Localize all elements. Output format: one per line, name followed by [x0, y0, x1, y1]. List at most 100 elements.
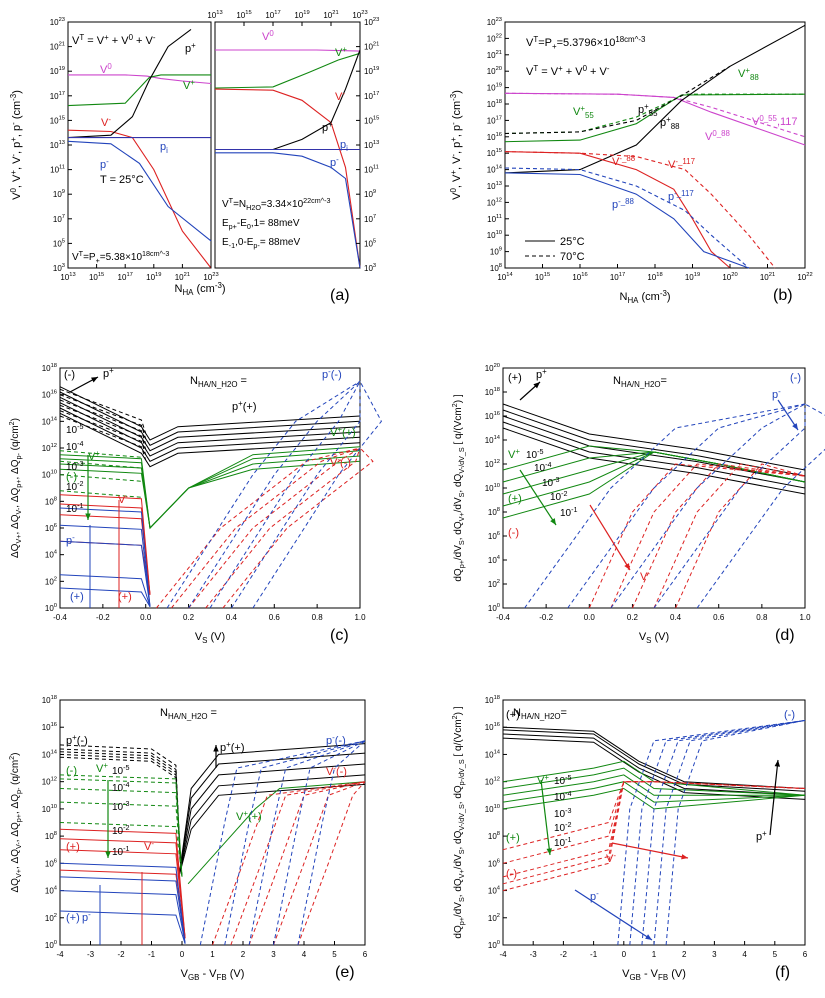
arrow-line: [589, 504, 631, 571]
x-tick-label: 0.0: [584, 613, 596, 622]
x-tick-label: 6: [363, 950, 368, 959]
arrow-head: [546, 848, 552, 855]
annotation: V+​: [537, 773, 549, 787]
y-tick-label: 1019​: [487, 83, 502, 93]
y-tick-label: 1017​: [487, 115, 502, 125]
x-tick-label: 1.0: [799, 613, 811, 622]
arrow-head: [91, 377, 98, 383]
x-tick-label: -3: [530, 950, 538, 959]
annotation: V0​: [262, 29, 274, 43]
y-tick-label: 1015​: [50, 115, 65, 125]
x-tick-label: 1.0: [354, 613, 366, 622]
p-minus-dashed: [252, 381, 382, 609]
p-plus-solid: [178, 783, 366, 878]
p-plus-solid: [502, 737, 806, 800]
ratio-label: 10-4​: [554, 789, 572, 803]
p-minus-solid: [59, 587, 151, 607]
x-tick-label: 1016​: [572, 272, 587, 282]
x-tick-label: 0.2: [627, 613, 639, 622]
y-tick-label: 1016​: [42, 390, 57, 400]
y-tick-label: 109​: [490, 247, 502, 257]
annotation: V0​: [100, 62, 112, 76]
x-tick-label: 1017​: [265, 10, 280, 20]
y-tick-label: 109​: [53, 189, 65, 199]
annotation: V-_88​: [612, 154, 636, 168]
p-minus-solid: [59, 876, 186, 944]
v-minus-dashed: [273, 781, 366, 946]
annotation: p+​: [756, 829, 767, 843]
y-tick-label: 1012​: [42, 777, 57, 787]
y-tick-label: 1021​: [487, 50, 502, 60]
v-plus-solid: [502, 787, 806, 810]
panel-e: -4 -3 -2 -1 0 1 2 3 4 5 6 100​ 102​ 104​ 106​ 108​ 1010​…: [7, 695, 368, 982]
arrow-head: [213, 745, 219, 752]
annotation: p+​: [322, 120, 333, 134]
arrow-head: [533, 382, 540, 389]
annotation: p-_88​: [612, 197, 635, 211]
arrow-head: [774, 760, 781, 767]
x-tick-label: 1013​: [207, 10, 222, 20]
arrow-head: [624, 563, 630, 570]
y-axis-label: V0​, V+​, V-​, p+​, p-​ (cm-3​): [9, 90, 23, 200]
y-tick-label: 106​: [488, 531, 500, 541]
x-tick-label: 1017​: [610, 272, 625, 282]
p-plus-dashed: [59, 751, 181, 864]
x-tick-label: -0.2: [96, 613, 110, 622]
v-plus-dashed: [59, 774, 183, 877]
y-tick-label: 1023​: [50, 17, 65, 27]
panel-label: (f): [775, 964, 790, 981]
ratio-header: NHA/N_H2O​ =: [160, 707, 217, 721]
y-tick-label: 104​: [488, 555, 501, 565]
v-plus-solid: [502, 767, 806, 796]
annotation: p+​: [536, 367, 547, 381]
v-minus-dashed: [188, 447, 361, 609]
panel-f: -4 -3 -2 -1 0 1 2 3 4 5 6 100​ 102​ 104​ 106​ 108​ 1010​…: [450, 695, 808, 982]
y-tick-label: 102​: [488, 579, 500, 589]
annotation: V0_55​,117: [752, 114, 798, 128]
annotation: p+​88​: [660, 115, 680, 131]
annotation: (-): [784, 709, 795, 721]
v-minus-dashed: [502, 781, 806, 851]
annotation: p+​: [103, 366, 114, 380]
x-tick-label: 4: [742, 950, 747, 959]
annotation: (+): [66, 841, 80, 853]
x-tick-label: -0.4: [496, 613, 510, 622]
arrow-head: [681, 854, 688, 860]
series-line-v-: [67, 129, 212, 269]
ratio-label: 10-1​: [112, 844, 130, 858]
ratio-label: 10-2​: [554, 820, 572, 834]
v-plus-dashed: [59, 822, 183, 877]
p-plus-solid: [178, 763, 366, 877]
y-tick-label: 1016​: [485, 722, 500, 732]
x-tick-label: 0.6: [269, 613, 281, 622]
annotation: pi​: [340, 139, 348, 153]
x-tick-label: 1020​: [722, 272, 737, 282]
y-tick-label: 1018​: [485, 695, 500, 705]
annotation: (-): [64, 369, 75, 381]
y-tick-label: 1022​: [487, 33, 502, 43]
v-minus-dashed: [502, 781, 806, 878]
annotation: p+​55​: [638, 102, 658, 118]
p-plus-solid: [178, 774, 366, 878]
series-line-v-25c: [504, 151, 731, 269]
y-tick-label: 1016​: [42, 722, 57, 732]
x-tick-label: 1018​: [647, 272, 662, 282]
y-tick-label: 108​: [488, 507, 500, 517]
p-plus-dashed: [59, 394, 147, 439]
p-plus-dashed: [59, 748, 181, 864]
annotation: pi​: [160, 141, 168, 155]
series-line-p-25c: [504, 172, 749, 269]
y-tick-label: 1018​: [42, 695, 57, 705]
p-plus-solid: [178, 752, 366, 877]
p-minus-dashed: [665, 719, 806, 946]
x-tick-label: 1021​: [323, 10, 338, 20]
p-minus-dashed: [610, 403, 806, 609]
p-minus-dashed: [653, 404, 806, 609]
series-line-v-: [214, 52, 361, 89]
y-tick-label: 109​: [364, 189, 376, 199]
y-tick-label: 106​: [45, 858, 57, 868]
annotation: (+): [118, 591, 132, 603]
p-plus-solid: [59, 402, 361, 457]
y-tick-label: 1010​: [42, 804, 57, 814]
y-tick-label: 1011​: [50, 165, 65, 175]
